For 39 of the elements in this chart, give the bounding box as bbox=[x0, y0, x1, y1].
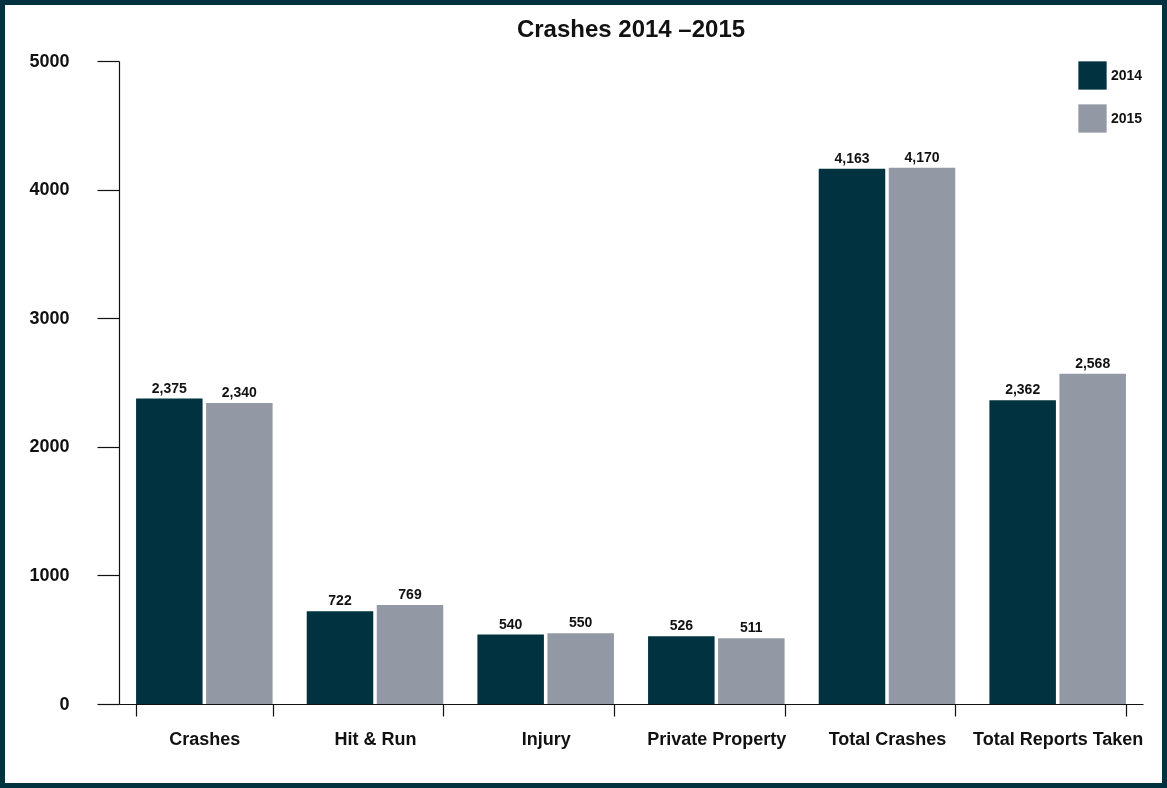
y-tick-label: 5000 bbox=[29, 50, 70, 71]
legend-label: 2014 bbox=[1111, 66, 1143, 83]
bar bbox=[888, 167, 956, 704]
data-label: 2,340 bbox=[221, 384, 258, 401]
data-label: 4,170 bbox=[904, 148, 940, 165]
x-tick-label: Total Reports Taken bbox=[972, 728, 1144, 749]
data-label: 769 bbox=[398, 586, 422, 603]
data-label: 540 bbox=[498, 615, 523, 632]
bar bbox=[136, 398, 203, 704]
bar bbox=[1059, 373, 1126, 704]
legend-label: 2015 bbox=[1111, 109, 1143, 126]
y-tick-label: 3000 bbox=[29, 307, 70, 328]
chart-title: Crashes 2014 –2015 bbox=[516, 15, 746, 42]
bar bbox=[718, 638, 785, 704]
data-label: 526 bbox=[669, 617, 694, 634]
data-label: 722 bbox=[328, 592, 352, 609]
x-tick-label: Crashes bbox=[169, 728, 241, 749]
x-tick-label: Injury bbox=[521, 728, 571, 749]
x-tick-label: Private Property bbox=[647, 728, 787, 749]
x-tick-label: Total Crashes bbox=[828, 728, 947, 749]
y-tick-label: 1000 bbox=[29, 564, 70, 585]
bar bbox=[989, 400, 1056, 704]
bar bbox=[818, 168, 886, 704]
bar bbox=[306, 611, 374, 704]
data-label: 2,568 bbox=[1075, 354, 1111, 371]
bar bbox=[376, 605, 444, 704]
data-label: 4,163 bbox=[834, 149, 870, 166]
data-label: 511 bbox=[740, 619, 763, 636]
bar bbox=[206, 403, 273, 704]
data-label: 2,362 bbox=[1005, 381, 1041, 398]
x-tick-label: Hit & Run bbox=[334, 728, 417, 749]
y-tick-label: 4000 bbox=[29, 179, 70, 200]
y-tick-label: 2000 bbox=[29, 436, 70, 457]
y-tick-label: 0 bbox=[59, 693, 70, 714]
data-label: 550 bbox=[569, 614, 593, 631]
data-label: 2,375 bbox=[151, 379, 188, 396]
bar bbox=[648, 636, 715, 704]
bar bbox=[547, 633, 614, 704]
bar bbox=[477, 634, 544, 704]
